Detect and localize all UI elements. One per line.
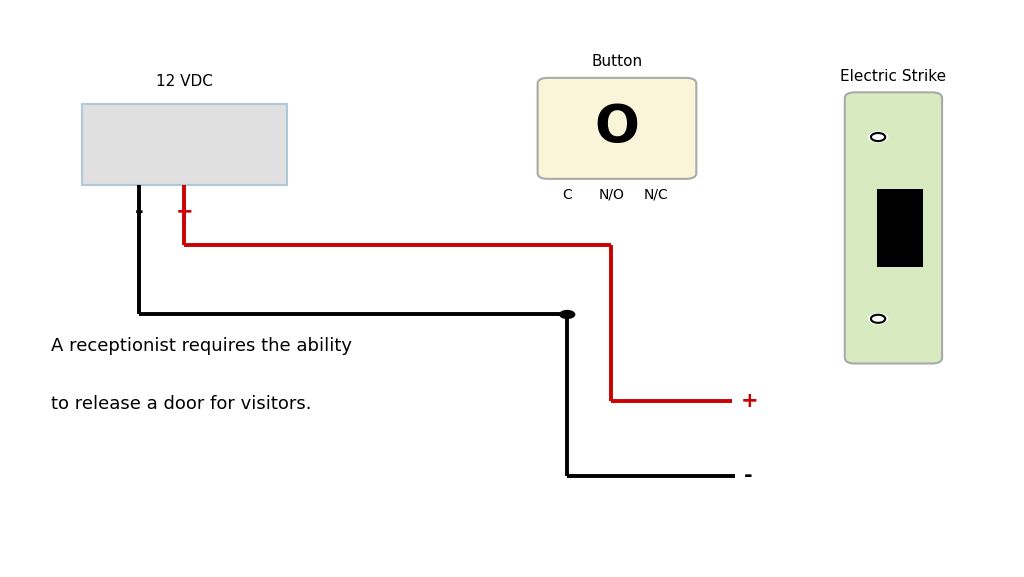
Text: A receptionist requires the ability: A receptionist requires the ability: [51, 337, 352, 355]
Text: +: +: [740, 391, 758, 411]
Text: N/C: N/C: [643, 188, 668, 201]
Text: Button: Button: [592, 54, 642, 69]
FancyBboxPatch shape: [845, 92, 942, 364]
Text: -: -: [743, 466, 752, 486]
Text: C: C: [562, 188, 572, 201]
Circle shape: [867, 313, 888, 324]
Text: 12 VDC: 12 VDC: [156, 74, 213, 89]
Text: +: +: [175, 202, 194, 222]
Text: -: -: [135, 202, 143, 222]
Text: N/O: N/O: [598, 188, 625, 201]
Circle shape: [867, 132, 888, 143]
Circle shape: [559, 310, 575, 319]
Text: to release a door for visitors.: to release a door for visitors.: [51, 395, 311, 413]
Bar: [877, 189, 923, 267]
FancyBboxPatch shape: [82, 104, 287, 185]
FancyBboxPatch shape: [538, 78, 696, 179]
Text: Electric Strike: Electric Strike: [841, 69, 946, 84]
Text: O: O: [595, 102, 639, 155]
